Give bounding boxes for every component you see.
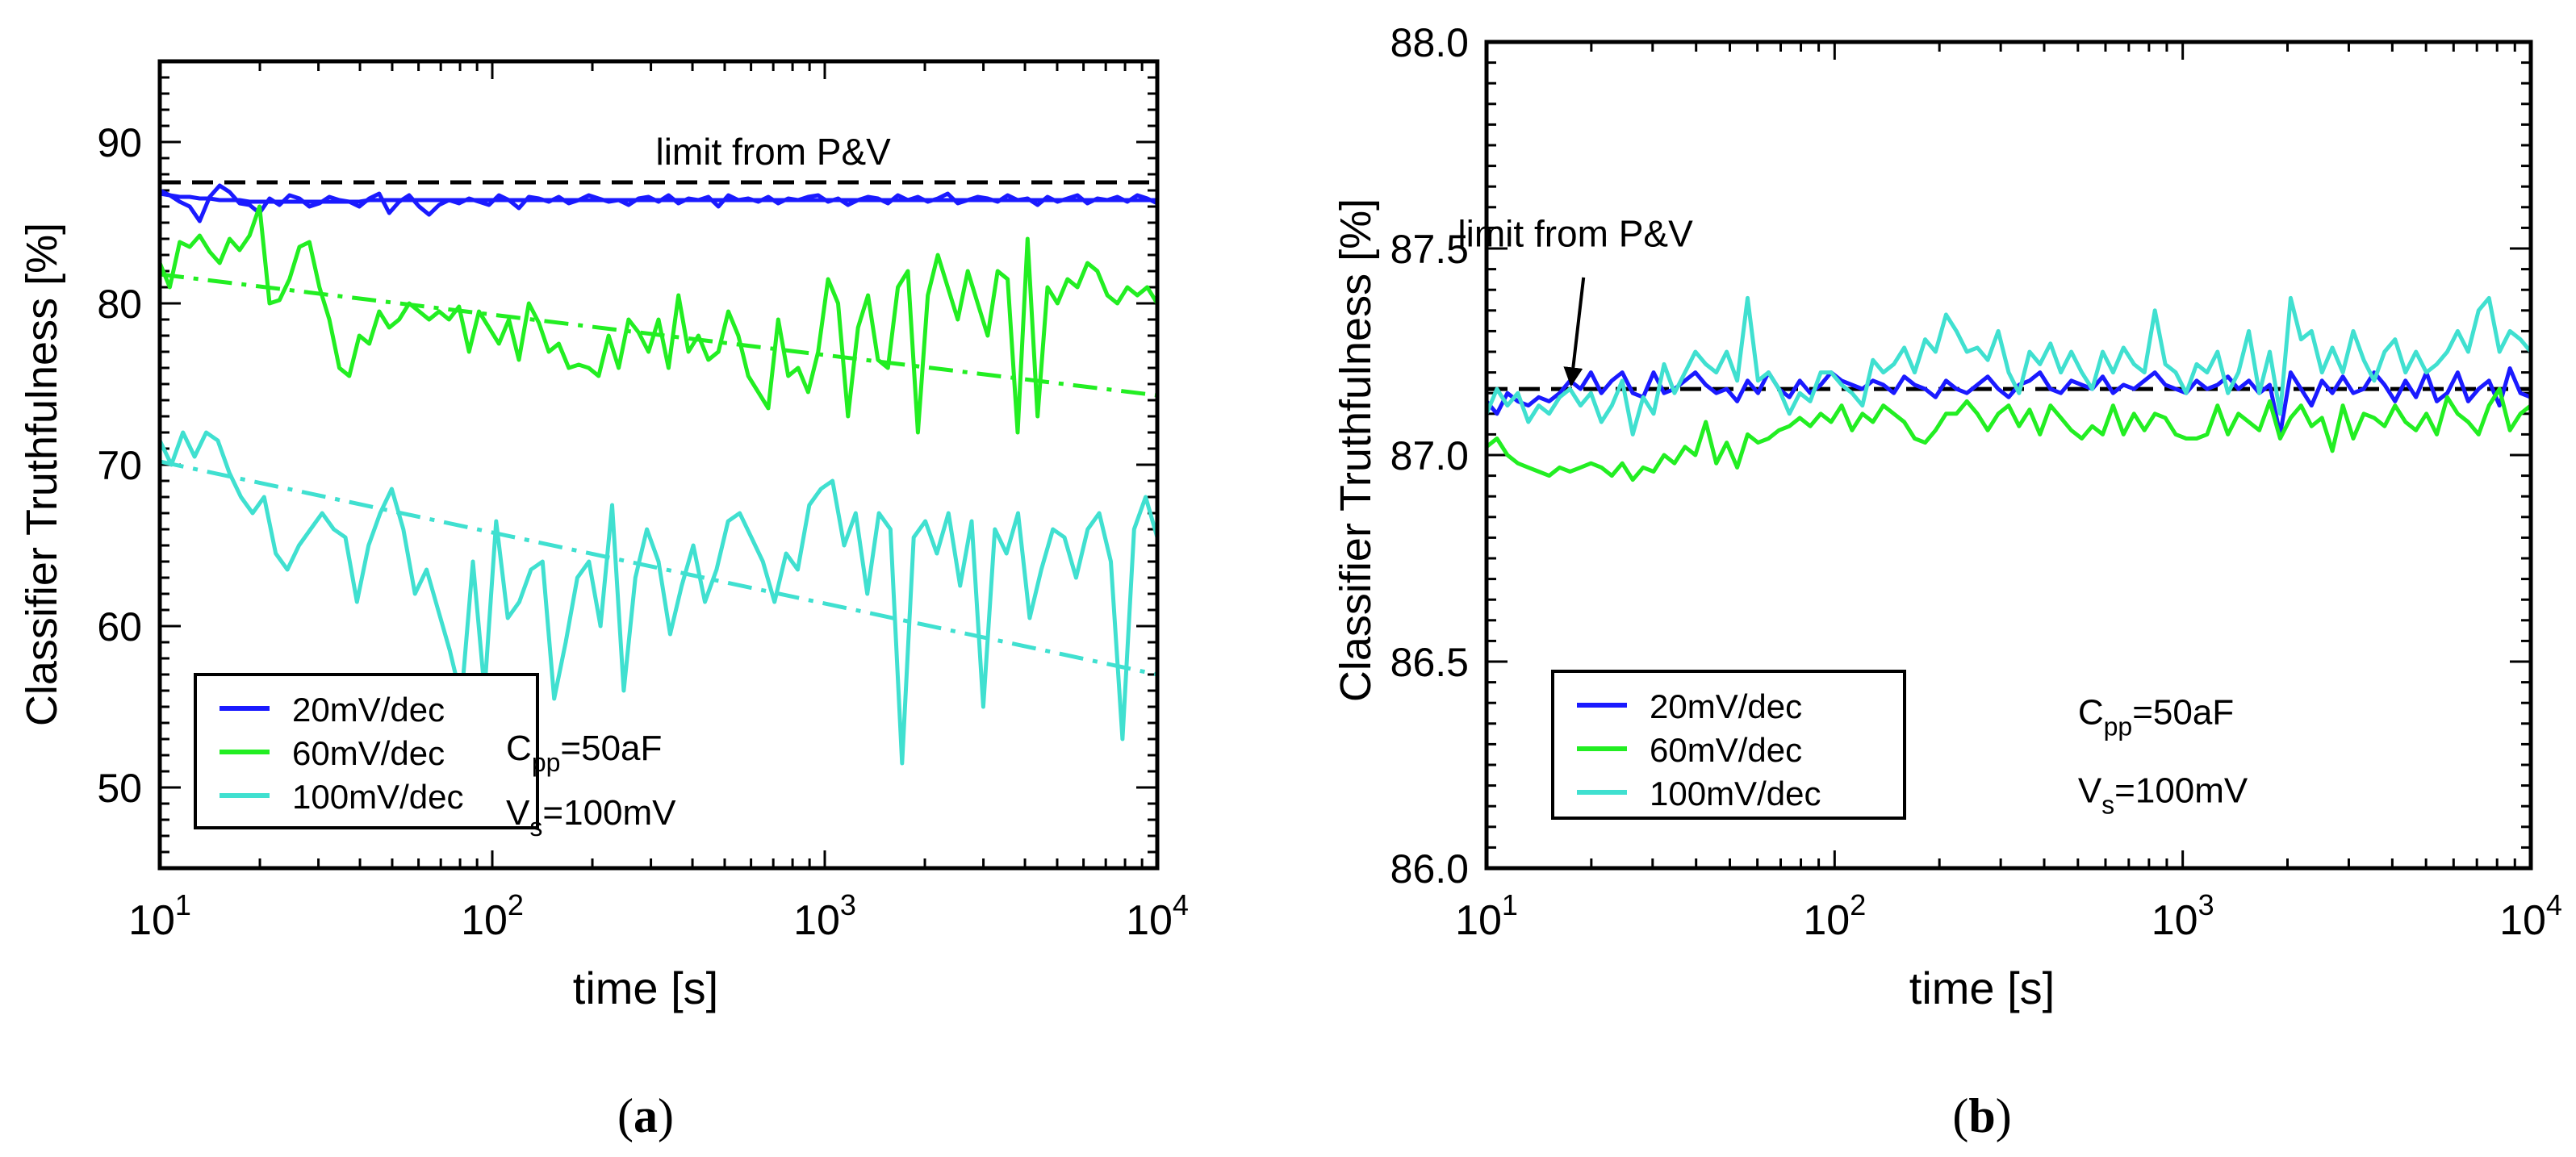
y-tick-label: 87.0 (1390, 433, 1469, 478)
y-tick-label: 80 (97, 282, 142, 327)
legend-label: 100mV/dec (1650, 775, 1821, 812)
legend-label: 60mV/dec (1650, 731, 1802, 769)
series-line (160, 272, 1157, 398)
legend-label: 100mV/dec (292, 778, 463, 816)
x-tick-label: 102 (1803, 888, 1866, 944)
y-tick-label: 86.0 (1390, 846, 1469, 892)
chart-b-ylabel: Classifier Truthfulness [%] (1332, 198, 1380, 702)
plot-frame (1484, 40, 2533, 871)
panel-a-caption: (a) (617, 1089, 674, 1142)
series-group (160, 180, 1157, 766)
limit-label: limit from P&V (1457, 213, 1693, 255)
series-line (160, 204, 1157, 435)
chart-a-plot: 101 102 103 104 50 60 70 80 90 limit from P&V 20mV… (97, 59, 1189, 944)
chart-b-xlabel: time [s] (1909, 963, 2055, 1013)
limit-arrow (1563, 277, 1586, 387)
series-line (160, 430, 1157, 766)
annotation-vs: Vs=100mV (2078, 771, 2248, 820)
plot-frame (157, 59, 1160, 871)
chart-a-ylabel: Classifier Truthfulness [%] (18, 223, 66, 726)
x-tick-label: 104 (2499, 888, 2562, 944)
legend-label: 60mV/dec (292, 734, 445, 772)
series-line (160, 191, 1157, 204)
x-tick-label: 103 (793, 888, 856, 944)
series-line (1487, 386, 2531, 482)
x-tick-label: 101 (128, 888, 191, 944)
annotation-cpp: Cpp=50aF (506, 729, 662, 777)
y-tick-label: 90 (97, 120, 142, 165)
x-tick-label: 101 (1455, 888, 1518, 944)
legend-label: 20mV/dec (292, 691, 445, 729)
chart-b-plot: 101 102 103 104 86.0 86.5 87.0 87.5 88.0 limit fr… (1390, 20, 2562, 944)
limit-label: limit from P&V (655, 131, 891, 173)
chart-b: 101 102 103 104 86.0 86.5 87.0 87.5 88.0 limit fr… (1332, 20, 2562, 1142)
y-tick-label: 50 (97, 766, 142, 811)
y-tick-label: 88.0 (1390, 20, 1469, 65)
y-tick-label: 70 (97, 443, 142, 488)
legend-label: 20mV/dec (1650, 687, 1802, 725)
series-line (1487, 295, 2531, 436)
y-tick-label: 87.5 (1390, 227, 1469, 272)
panel-b-caption: (b) (1952, 1089, 2011, 1142)
chart-a-xlabel: time [s] (573, 963, 718, 1013)
x-tick-label: 104 (1126, 888, 1189, 944)
x-tick-label: 102 (461, 888, 524, 944)
chart-a: 101 102 103 104 50 60 70 80 90 limit from P&V 20mV… (18, 59, 1189, 1142)
annotation-vs: Vs=100mV (506, 793, 676, 842)
y-tick-label: 86.5 (1390, 640, 1469, 685)
x-tick-label: 103 (2152, 888, 2214, 944)
y-tick-label: 60 (97, 604, 142, 650)
annotation-cpp: Cpp=50aF (2078, 692, 2234, 741)
series-group (1487, 295, 2531, 482)
